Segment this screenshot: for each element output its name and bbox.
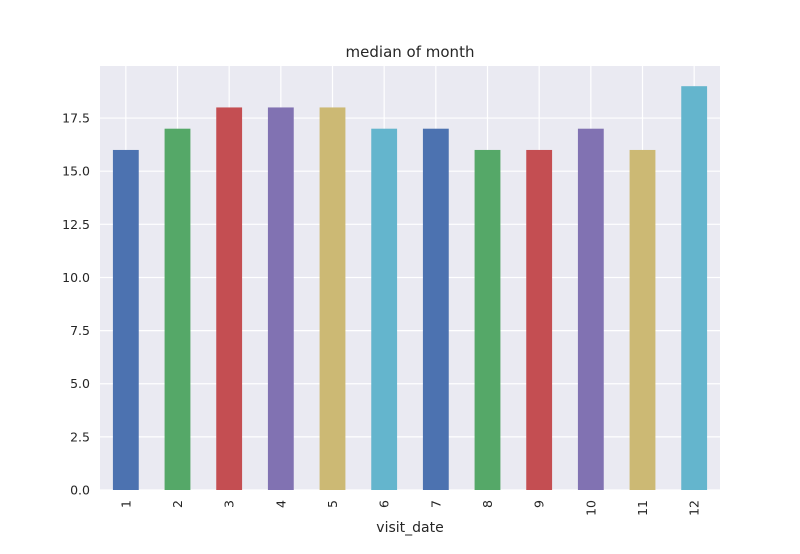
bar-month-5 [319, 107, 346, 491]
bar-month-2 [164, 128, 191, 490]
y-tick-label: 17.5 [62, 111, 90, 126]
chart-title: median of month [346, 43, 475, 61]
y-tick-label: 15.0 [62, 164, 90, 179]
y-tick-label: 0.0 [70, 483, 90, 498]
bar-month-4 [267, 107, 294, 491]
y-tick-label: 12.5 [62, 217, 90, 232]
x-tick-label: 2 [170, 500, 185, 508]
bar-month-12 [681, 86, 708, 490]
x-tick-label: 12 [687, 500, 702, 516]
y-tick-label: 7.5 [70, 323, 90, 338]
y-tick-label: 5.0 [70, 376, 90, 391]
bar-month-10 [577, 128, 604, 490]
x-tick-label: 5 [325, 500, 340, 508]
x-tick-label: 1 [118, 500, 133, 508]
x-tick-label: 9 [532, 500, 547, 508]
y-tick-label: 2.5 [70, 429, 90, 444]
y-axis-ticks: 0.0 2.5 5.0 7.5 10.0 12.5 15.0 17.5 [62, 111, 90, 498]
x-tick-label: 10 [583, 500, 598, 516]
y-tick-label: 10.0 [62, 270, 90, 285]
bar-month-7 [422, 128, 449, 490]
bar-month-9 [526, 149, 553, 490]
bar-month-1 [112, 149, 139, 490]
bar-month-3 [216, 107, 243, 491]
bars [112, 86, 708, 491]
x-axis-ticks: 1 2 3 4 5 6 7 8 9 10 11 12 [118, 500, 701, 516]
x-tick-label: 11 [635, 500, 650, 516]
x-tick-label: 7 [428, 500, 443, 508]
x-tick-label: 6 [377, 500, 392, 508]
x-tick-label: 4 [273, 500, 288, 508]
x-tick-label: 8 [480, 500, 495, 508]
x-tick-label: 3 [222, 500, 237, 508]
x-axis-label: visit_date [376, 520, 443, 536]
bar-month-8 [474, 149, 501, 490]
bar-month-11 [629, 149, 656, 490]
bar-month-6 [371, 128, 398, 490]
